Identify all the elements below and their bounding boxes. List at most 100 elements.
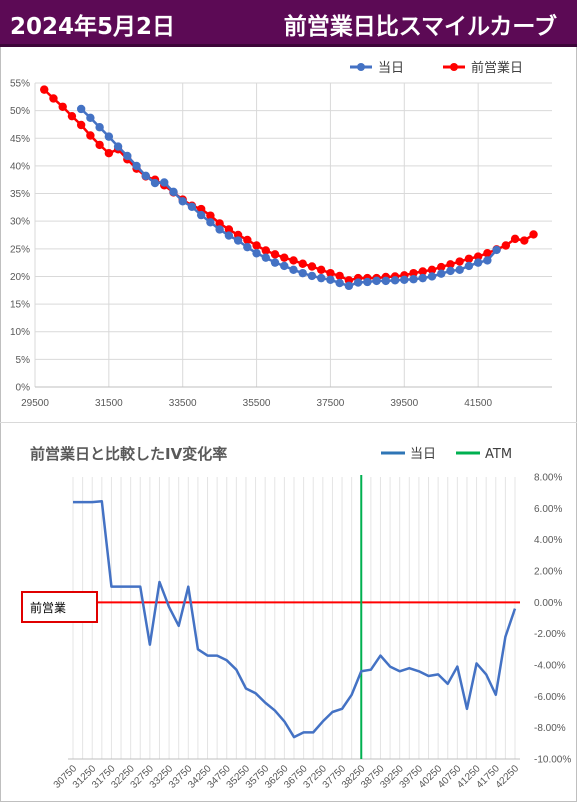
series-0-point (187, 202, 197, 212)
series-0-point (316, 273, 326, 283)
series-0-point (243, 242, 252, 252)
series-0-point (298, 268, 307, 278)
legend-prev-marker (450, 63, 458, 71)
x-tick-label: 33500 (169, 398, 197, 409)
series-0-point (464, 261, 474, 271)
legend-today-label: 当日 (378, 61, 404, 76)
series-0-point (492, 245, 501, 255)
iv-chart-lines (73, 475, 520, 759)
y-tick-label: 55% (10, 79, 30, 90)
header-title: 前営業日比スマイルカーブ (283, 14, 557, 40)
y-tick-label: 6.00% (534, 504, 562, 515)
series-0-point (400, 275, 409, 284)
series-1-point (446, 260, 455, 269)
section-divider (0, 422, 577, 423)
iv-change-chart: 前営業日と比較したIV変化率 8.00% 6.00% 4.00% 2.00% 0.00%… (21, 445, 572, 791)
series-1-point (455, 257, 464, 266)
series-line-1 (43, 88, 535, 282)
baseline-box (21, 591, 98, 623)
series-0-point (335, 278, 344, 288)
series-0-point (76, 104, 86, 114)
series-1-point (196, 204, 206, 214)
series-0-point (169, 187, 178, 197)
y-tick-label: 0% (16, 383, 31, 394)
series-0-point (437, 269, 446, 278)
series-1-point (270, 250, 280, 259)
x-tick-label: 41500 (464, 398, 492, 409)
y-tick-label: -8.00% (534, 723, 566, 734)
legend-prev-label: 前営業日 (471, 60, 523, 76)
series-1-point (252, 241, 261, 250)
x-tick-label: 29500 (21, 398, 49, 409)
series-0-point (483, 256, 492, 265)
y-tick-label: 25% (10, 244, 30, 255)
smile-curve-series (40, 85, 538, 291)
iv-chart-grid (72, 477, 516, 759)
y-tick-label: 40% (10, 161, 30, 172)
series-1-point (335, 271, 344, 281)
series-0-point (160, 178, 169, 187)
y-tick-label: 20% (10, 272, 30, 283)
series-1-point (49, 94, 58, 103)
series-1-point (316, 265, 326, 275)
baseline-label-box: 前営業 (21, 591, 98, 623)
series-0-point (252, 249, 261, 258)
x-tick-label: 35500 (243, 398, 271, 409)
series-1-point (261, 246, 271, 255)
y-tick-label: 35% (10, 189, 30, 200)
series-1-point (437, 262, 446, 272)
iv-chart-title: 前営業日と比較したIV変化率 (30, 445, 227, 463)
series-0-point (455, 265, 464, 275)
series-0-point (215, 225, 224, 234)
y-tick-label: -6.00% (534, 692, 566, 703)
series-1-point (58, 102, 67, 111)
series-1-point (298, 259, 307, 268)
series-0-point (427, 272, 437, 281)
y-tick-label: 2.00% (534, 567, 562, 578)
legend-iv-today-label: 当日 (410, 447, 436, 462)
series-0-point (95, 123, 104, 132)
y-tick-label: 0.00% (534, 598, 562, 609)
series-0-point (196, 210, 206, 220)
y-tick-label: -2.00% (534, 629, 566, 640)
series-1-point (104, 148, 114, 158)
series-0-point (233, 236, 243, 245)
legend-today-marker (357, 63, 365, 71)
series-0-point (270, 258, 280, 267)
iv-chart-legend: 当日 ATM (381, 447, 512, 462)
iv-chart-axes: 8.00% 6.00% 4.00% 2.00% 0.00% -2.00% -4.00% -6.… (52, 473, 572, 791)
series-1-point (76, 120, 86, 130)
series-1-point (326, 268, 335, 278)
series-0-point (307, 271, 317, 281)
series-1-point (280, 253, 289, 262)
series-1-point (409, 268, 418, 278)
smile-curve-chart: 0% 5% 10% 15% 20% 25% 30% 35% 40% 45% 50% 55% 29500 3… (10, 60, 552, 409)
iv-today-line (73, 500, 517, 739)
series-1-point (95, 140, 104, 150)
x-tick-label: 39500 (390, 398, 418, 409)
series-0-point (390, 276, 400, 285)
y-tick-label: 10% (10, 327, 30, 338)
series-0-point (261, 253, 271, 262)
smile-curve-axes: 0% 5% 10% 15% 20% 25% 30% 35% 40% 45% 50% 55% 29500 3… (10, 79, 552, 409)
x-tick-label: 31500 (95, 398, 123, 409)
y-tick-label: 4.00% (534, 535, 562, 546)
series-0-point (132, 161, 141, 171)
series-0-point (363, 277, 372, 287)
series-0-point (353, 278, 363, 287)
legend-atm-label: ATM (485, 447, 512, 462)
series-0-point (113, 142, 123, 151)
series-0-point (344, 281, 354, 291)
series-1-point (289, 256, 298, 265)
series-1-point (86, 131, 95, 140)
series-0-point (178, 197, 187, 206)
series-0-point (418, 273, 427, 283)
series-0-point (206, 218, 215, 227)
y-tick-label: 30% (10, 217, 30, 228)
baseline-label: 前営業 (30, 600, 66, 615)
series-1-point (473, 252, 483, 261)
series-0-point (372, 276, 381, 286)
page-header: 2024年5月2日 前営業日比スマイルカーブ (0, 0, 577, 47)
series-1-point (206, 211, 215, 220)
series-0-point (86, 113, 95, 123)
